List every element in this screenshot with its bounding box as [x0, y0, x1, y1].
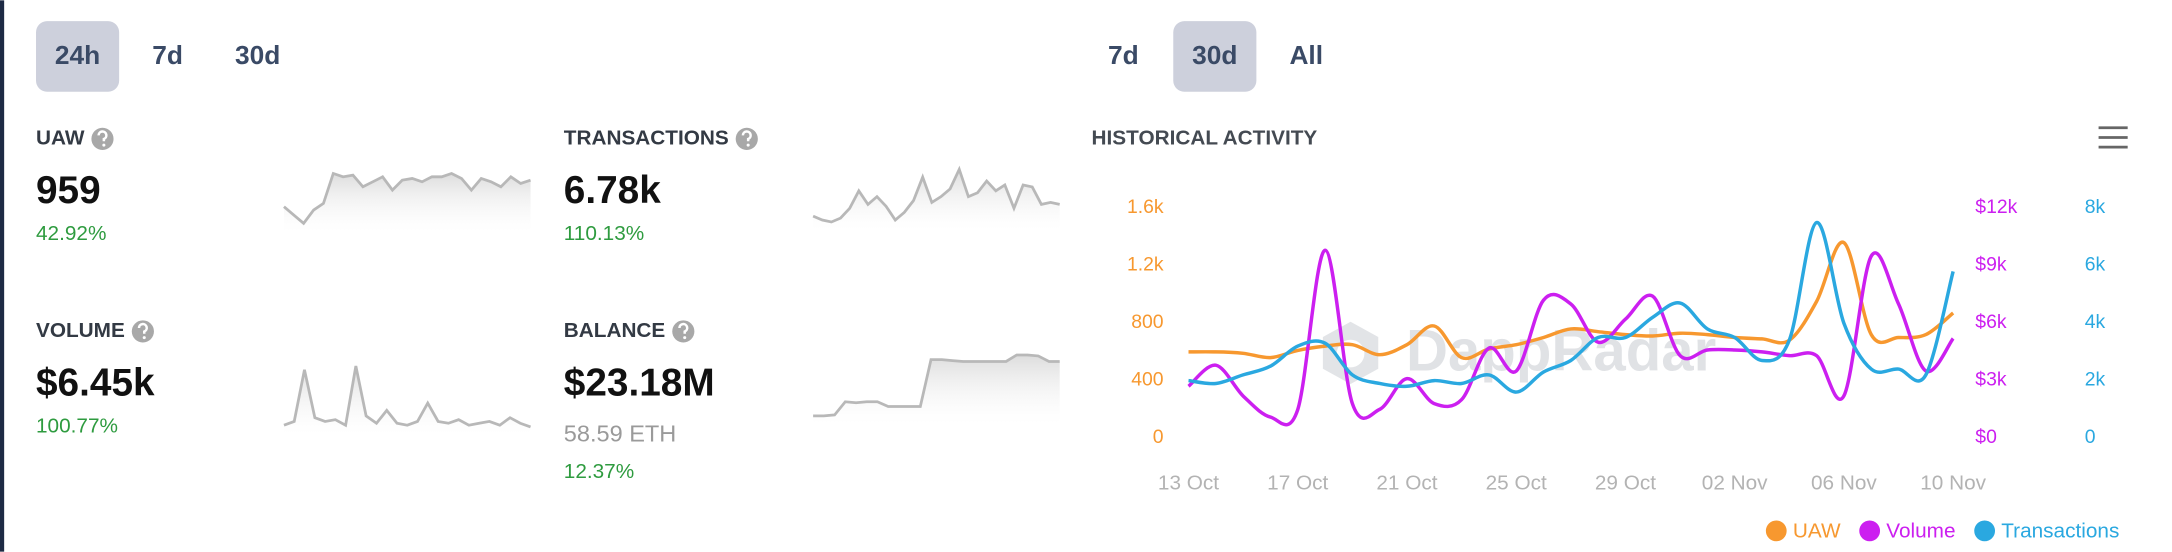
- help-icon-circle: [131, 320, 154, 343]
- legend-marker[interactable]: [1859, 520, 1881, 542]
- help-icon-circle: [735, 127, 758, 150]
- sparkline: [812, 165, 1060, 224]
- tab-active-bg: [36, 21, 120, 92]
- x-tick-label: 10 Nov: [1920, 471, 1986, 494]
- help-icon: [735, 127, 758, 150]
- y-tick-label: 1.6k: [1127, 196, 1164, 218]
- y-tick-label: 1.2k: [1127, 254, 1164, 276]
- legend-item[interactable]: UAW: [1793, 520, 1841, 543]
- sparkline-area: [283, 366, 531, 436]
- legend-marker[interactable]: [1974, 520, 1996, 542]
- tab[interactable]: 7d: [1108, 40, 1139, 70]
- stat-change: 110.13%: [564, 222, 644, 245]
- y-tick-label: 2k: [2085, 369, 2106, 391]
- stat-value: 959: [36, 169, 101, 212]
- x-tick-label: 21 Oct: [1376, 471, 1437, 494]
- stat-change: 12.37%: [564, 460, 634, 483]
- sparkline: [813, 353, 1060, 418]
- stat-label: BALANCE: [564, 319, 666, 342]
- legend-item[interactable]: Volume: [1886, 520, 1955, 543]
- stat-label: TRANSACTIONS: [564, 126, 729, 149]
- watermark: DappRadar: [1406, 318, 1716, 383]
- help-icon-circle: [91, 127, 114, 150]
- y-tick-label: 4k: [2085, 311, 2106, 333]
- tab-active-bg: [1173, 21, 1257, 92]
- y-tick-label: 800: [1131, 311, 1164, 333]
- x-tick-label: 17 Oct: [1267, 471, 1328, 494]
- x-tick-label: 25 Oct: [1486, 471, 1547, 494]
- window-edge: [0, 0, 5, 552]
- sparkline: [283, 365, 532, 429]
- help-icon-glyph: [678, 322, 689, 334]
- x-tick-label: 29 Oct: [1595, 471, 1656, 494]
- help-icon-circle: [672, 320, 695, 343]
- y-tick-label: $12k: [1975, 196, 2017, 218]
- stat-label: UAW: [36, 126, 85, 149]
- help-icon: [672, 320, 695, 343]
- help-icon-glyph: [97, 130, 108, 142]
- tab[interactable]: All: [1289, 40, 1323, 70]
- chart-title: HISTORICAL ACTIVITY: [1092, 126, 1318, 149]
- y-tick-label: 8k: [2085, 196, 2106, 218]
- y-tick-label: $9k: [1975, 254, 2007, 276]
- chart-menu[interactable]: [2098, 126, 2128, 149]
- y-tick-label: 400: [1131, 369, 1164, 391]
- series-line: [1188, 220, 1955, 394]
- stat-label: VOLUME: [36, 319, 125, 342]
- sparkline-area: [813, 354, 1060, 425]
- legend: UAW Volume Transactions: [1765, 520, 2119, 543]
- y-tick-label: 0: [1153, 426, 1164, 448]
- series-line: [1188, 240, 1955, 361]
- y-tick-label: 0: [2085, 426, 2096, 448]
- help-icon: [91, 127, 114, 150]
- y-tick-label: $0: [1975, 426, 1997, 448]
- stat-secondary: 58.59 ETH: [564, 421, 677, 447]
- y-tick-label: 6k: [2085, 254, 2106, 276]
- tab[interactable]: 30d: [1192, 40, 1237, 70]
- help-icon: [131, 320, 154, 343]
- tab[interactable]: 30d: [235, 40, 280, 70]
- help-icon-dot: [102, 143, 106, 147]
- legend-marker[interactable]: [1765, 520, 1787, 542]
- stat-value: 6.78k: [564, 169, 661, 212]
- tab[interactable]: 24h: [55, 40, 100, 70]
- stat-change: 100.77%: [36, 414, 118, 437]
- help-icon-glyph: [741, 130, 752, 142]
- x-tick-label: 02 Nov: [1702, 471, 1768, 494]
- series-line: [1187, 248, 1955, 427]
- tab[interactable]: 7d: [152, 40, 183, 70]
- stat-value: $6.45k: [36, 362, 155, 405]
- y-tick-label: $3k: [1975, 369, 2007, 391]
- x-tick-label: 13 Oct: [1158, 471, 1219, 494]
- sparkline: [283, 171, 531, 226]
- y-tick-label: $6k: [1975, 311, 2007, 333]
- stat-value: $23.18M: [564, 362, 715, 405]
- help-icon-dot: [683, 336, 687, 340]
- stat-change: 42.92%: [36, 222, 106, 245]
- x-tick-label: 06 Nov: [1811, 471, 1877, 494]
- help-icon-glyph: [137, 322, 148, 334]
- help-icon-dot: [142, 336, 146, 340]
- legend-item[interactable]: Transactions: [2001, 520, 2119, 543]
- help-icon-dot: [746, 143, 750, 147]
